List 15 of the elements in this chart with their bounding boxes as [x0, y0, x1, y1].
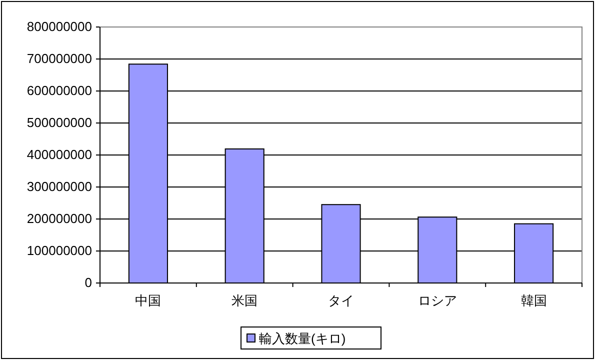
x-tick-label: 韓国: [520, 293, 547, 308]
y-tick-label: 100000000: [26, 243, 92, 258]
y-tick-label: 700000000: [26, 51, 92, 66]
y-tick-label: 300000000: [26, 179, 92, 194]
y-tick-label: 200000000: [26, 211, 92, 226]
y-tick-label: 500000000: [26, 115, 92, 130]
x-tick-label: 米国: [232, 293, 258, 308]
x-tick-label: タイ: [328, 293, 354, 308]
y-tick-label: 800000000: [26, 19, 92, 34]
x-tick-label: ロシア: [418, 293, 457, 308]
y-tick-label: 600000000: [26, 83, 92, 98]
legend-label: 輸入数量(キロ): [259, 331, 346, 346]
y-tick-label: 400000000: [26, 147, 92, 162]
y-tick-label: 0: [84, 275, 92, 290]
x-tick-label: 中国: [135, 293, 162, 308]
